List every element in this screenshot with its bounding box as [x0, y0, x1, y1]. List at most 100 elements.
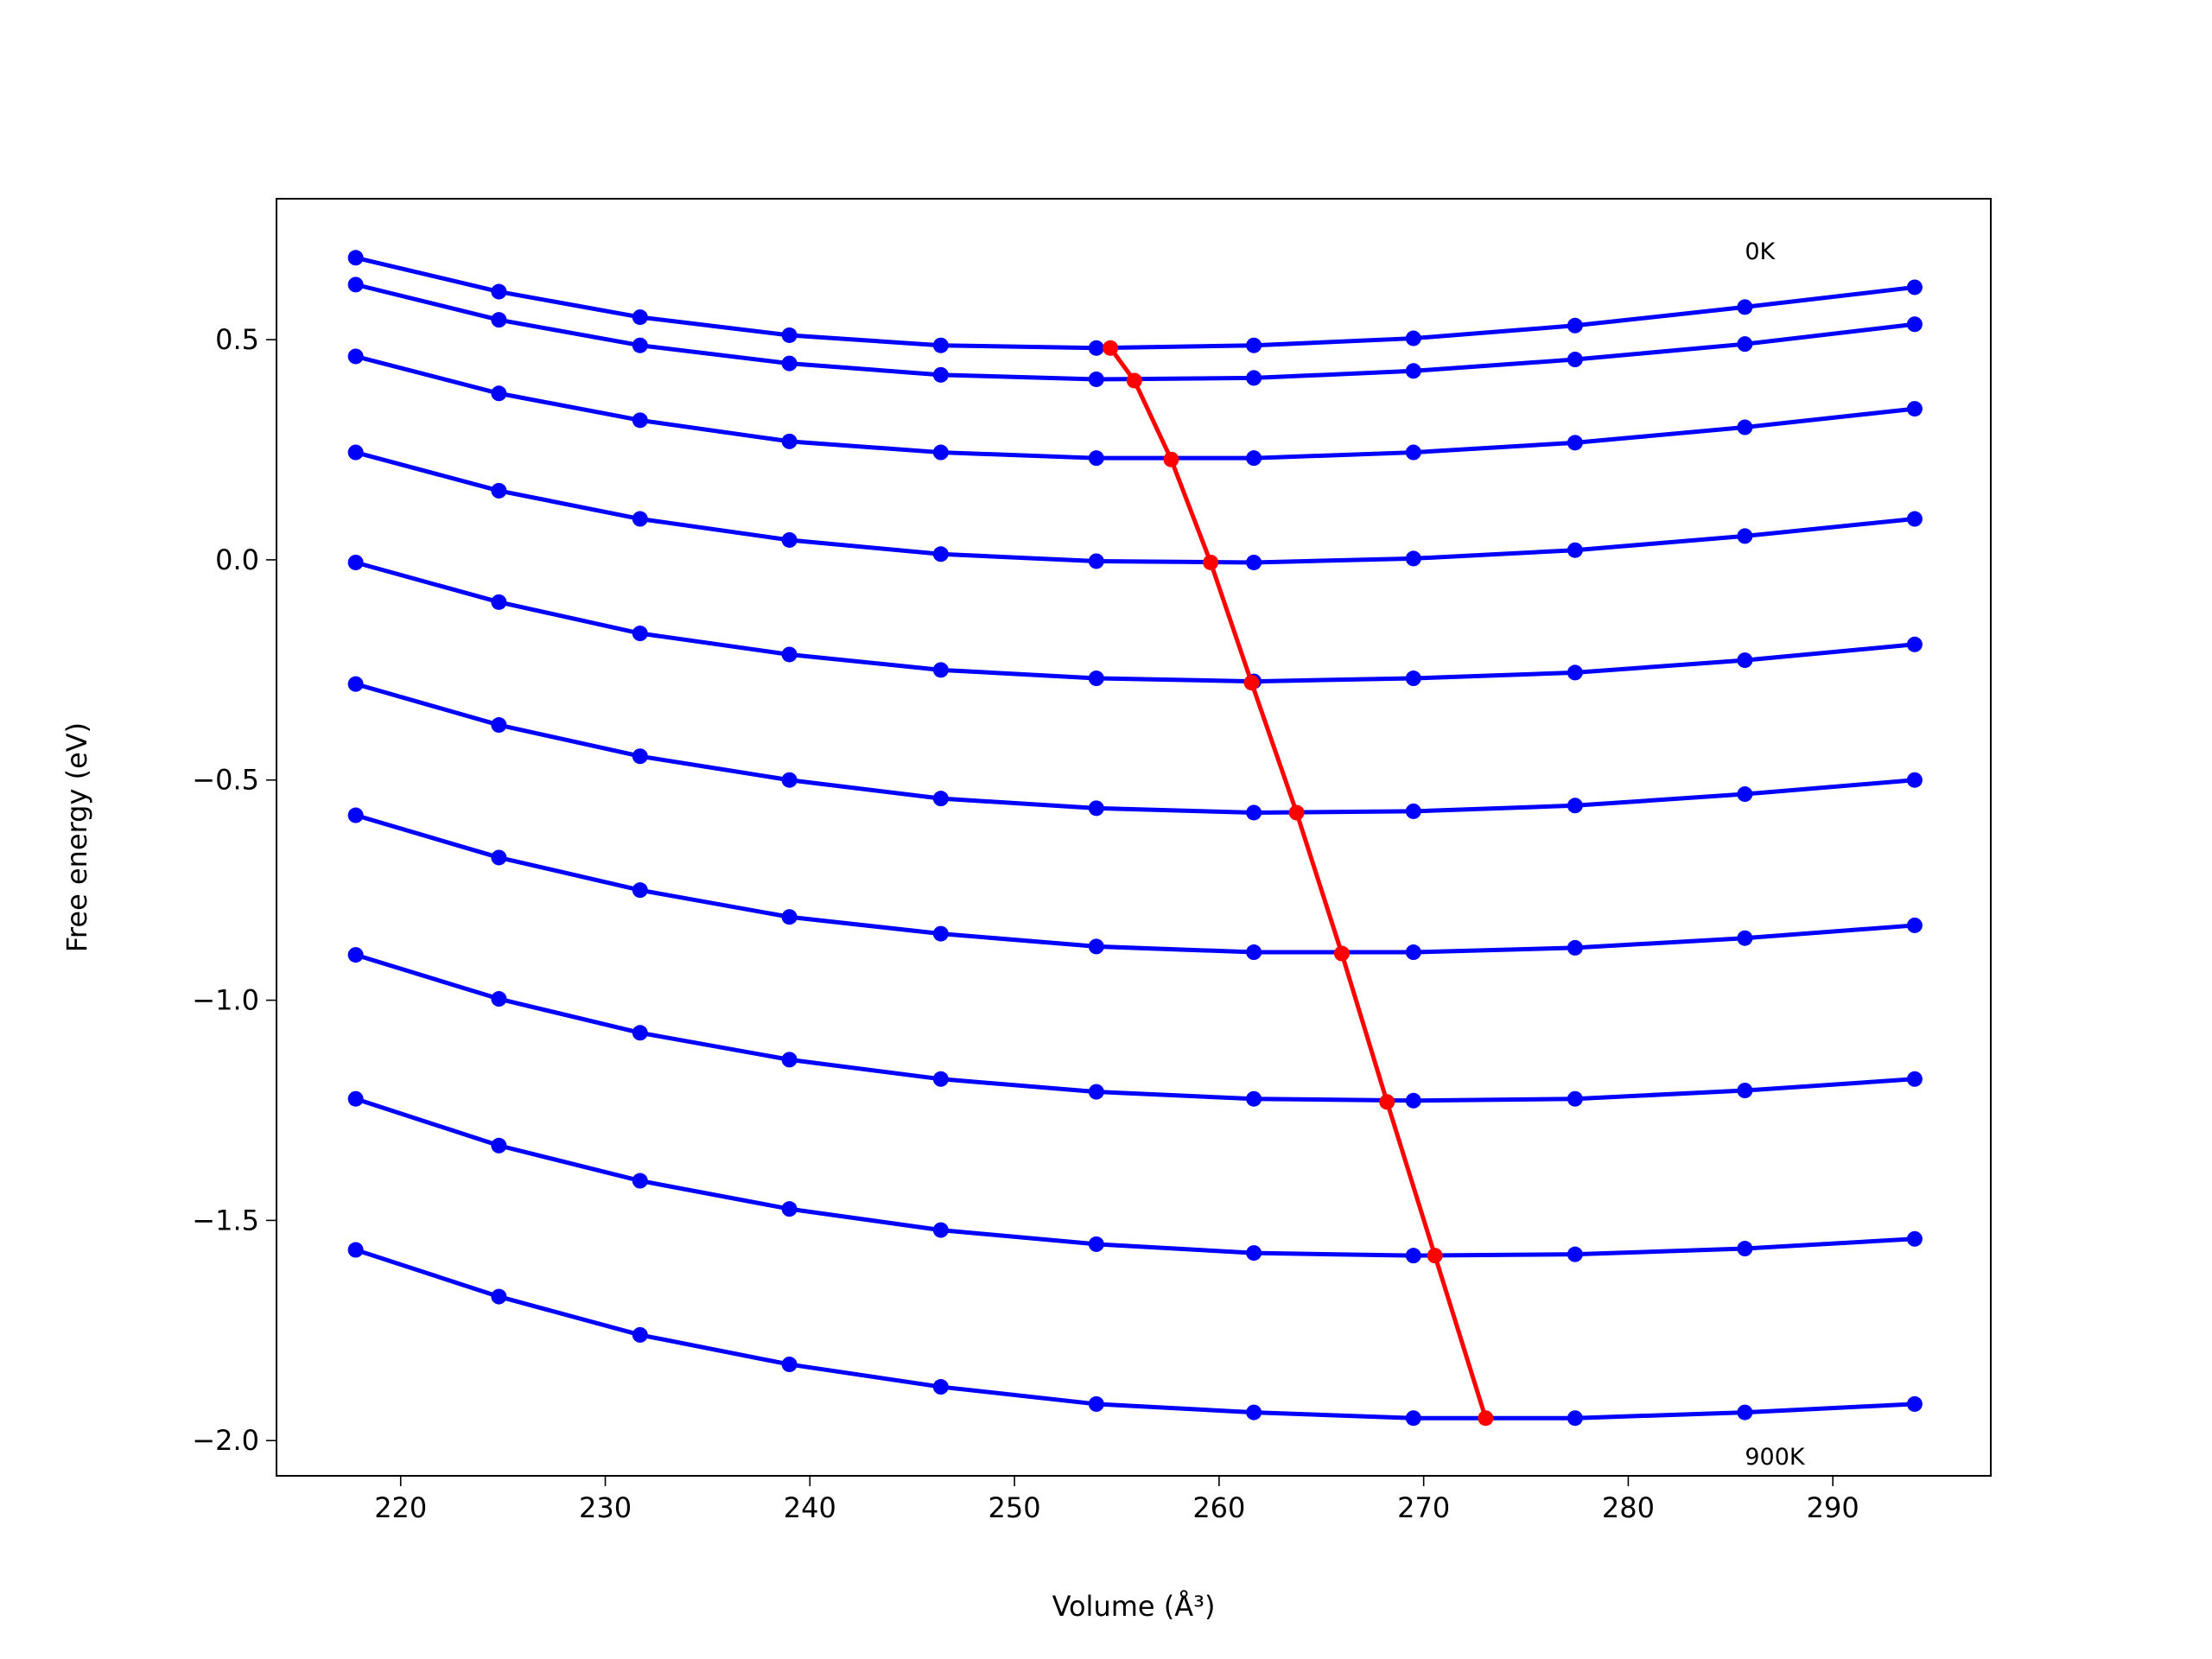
data-point: [347, 554, 364, 570]
data-point: [781, 433, 798, 449]
data-point: [1333, 945, 1350, 962]
x-tick-label: 230: [579, 1491, 632, 1524]
data-point: [1088, 371, 1104, 387]
data-point: [632, 337, 648, 353]
data-point: [347, 276, 364, 293]
data-point: [1906, 1395, 1923, 1412]
y-tick-label: −0.5: [192, 764, 259, 797]
data-point: [1737, 528, 1753, 544]
data-point: [1379, 1094, 1395, 1110]
data-point: [1567, 1410, 1583, 1427]
data-point: [1163, 451, 1179, 467]
data-point: [932, 1222, 949, 1238]
data-point: [1906, 772, 1923, 788]
data-point: [1246, 944, 1262, 961]
annotation: 0K: [1745, 238, 1776, 265]
data-point: [1906, 917, 1923, 933]
data-point: [491, 385, 507, 402]
series-line: [354, 450, 1916, 565]
data-point: [1567, 435, 1583, 451]
data-point: [1405, 444, 1421, 461]
data-point: [1737, 299, 1753, 315]
data-point: [1567, 317, 1583, 334]
data-point: [491, 849, 507, 866]
data-point: [1906, 279, 1923, 296]
data-point: [1567, 1246, 1583, 1262]
data-point: [1405, 330, 1421, 346]
data-point: [347, 1242, 364, 1258]
data-point: [1246, 370, 1262, 386]
x-tick-label: 270: [1397, 1491, 1450, 1524]
data-point: [1567, 352, 1583, 368]
data-point: [1405, 1410, 1421, 1427]
data-point: [781, 1052, 798, 1068]
data-point: [1737, 1241, 1753, 1257]
series-line: [354, 813, 1916, 955]
y-tick-label: 0.0: [215, 543, 259, 576]
x-axis-label: Volume (Å³): [1052, 1590, 1216, 1623]
data-point: [1246, 450, 1262, 467]
data-point: [781, 327, 798, 343]
data-point: [1088, 1236, 1104, 1252]
data-point: [1246, 1245, 1262, 1262]
data-point: [347, 947, 364, 963]
x-tick-label: 240: [784, 1491, 836, 1524]
data-point: [1088, 1395, 1104, 1412]
annotation: 900K: [1745, 1444, 1806, 1471]
data-point: [1567, 798, 1583, 814]
data-point: [1567, 664, 1583, 681]
data-point: [491, 594, 507, 610]
series-line: [1109, 346, 1488, 1419]
data-point: [932, 662, 949, 678]
data-point: [1906, 316, 1923, 333]
data-point: [1737, 336, 1753, 353]
data-point: [491, 1288, 507, 1305]
data-point: [1567, 939, 1583, 956]
data-point: [1246, 1404, 1262, 1421]
data-point: [1478, 1410, 1494, 1427]
data-point: [932, 366, 949, 383]
y-tick-label: −1.0: [192, 984, 259, 1017]
data-point: [1088, 450, 1104, 467]
data-point: [347, 444, 364, 461]
data-point: [1103, 340, 1119, 356]
y-tick-label: −1.5: [192, 1204, 259, 1236]
data-point: [1405, 803, 1421, 819]
series-line: [354, 1096, 1916, 1258]
data-point: [1906, 636, 1923, 652]
x-tick-label: 250: [988, 1491, 1041, 1524]
data-point: [491, 283, 507, 300]
data-point: [1126, 372, 1142, 389]
data-point: [491, 1137, 507, 1154]
data-point: [347, 250, 364, 266]
data-point: [781, 1357, 798, 1373]
data-point: [932, 444, 949, 461]
data-point: [932, 546, 949, 563]
data-point: [1567, 1090, 1583, 1107]
data-point: [347, 807, 364, 823]
data-point: [632, 511, 648, 527]
data-point: [1088, 340, 1104, 356]
data-point: [1405, 1248, 1421, 1264]
data-point: [1246, 804, 1262, 821]
x-tick-label: 280: [1602, 1491, 1655, 1524]
series-line: [354, 1248, 1916, 1421]
data-point: [632, 412, 648, 429]
series-line: [354, 560, 1916, 684]
data-point: [632, 626, 648, 642]
data-point: [1427, 1248, 1443, 1264]
data-point: [491, 482, 507, 499]
data-point: [1088, 671, 1104, 687]
x-tick-label: 220: [374, 1491, 427, 1524]
data-point: [491, 991, 507, 1007]
x-tick-label: 290: [1807, 1491, 1859, 1524]
series-line: [355, 282, 1916, 382]
data-point: [1246, 1090, 1262, 1107]
data-point: [1737, 652, 1753, 669]
data-point: [781, 909, 798, 925]
series-line: [355, 354, 1916, 461]
y-tick-label: −2.0: [192, 1424, 259, 1457]
data-point: [932, 791, 949, 807]
data-point: [347, 676, 364, 692]
